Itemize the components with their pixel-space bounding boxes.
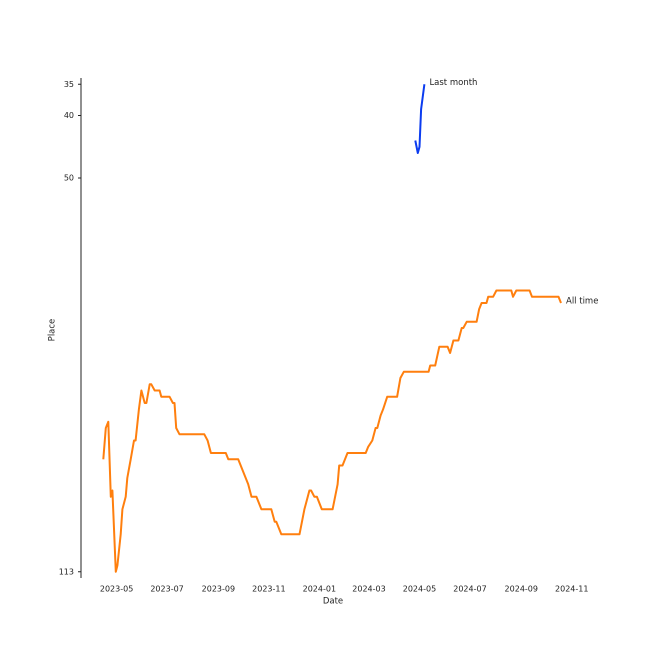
x-tick-label: 2023-05 <box>100 585 133 594</box>
series-label: All time <box>566 297 598 307</box>
x-axis-label: Date <box>323 597 343 607</box>
series-line <box>102 289 562 573</box>
x-tick-label: 2023-07 <box>150 585 183 594</box>
y-tick-label: 113 <box>59 567 74 576</box>
y-tick-label: 40 <box>64 111 74 120</box>
x-tick-label: 2023-09 <box>202 585 235 594</box>
series-label: Last month <box>429 78 477 88</box>
y-axis-label: Place <box>48 319 58 342</box>
x-tick-label: 2024-07 <box>453 585 486 594</box>
series-line <box>414 84 426 154</box>
y-tick-label: 35 <box>64 80 74 89</box>
x-tick-label: 2024-03 <box>352 585 385 594</box>
x-tick-label: 2024-09 <box>505 585 538 594</box>
x-tick-label: 2024-01 <box>303 585 336 594</box>
x-tick-label: 2024-11 <box>555 585 588 594</box>
x-tick-label: 2023-11 <box>252 585 285 594</box>
x-tick-label: 2024-05 <box>403 585 436 594</box>
y-tick-label: 50 <box>64 174 74 183</box>
